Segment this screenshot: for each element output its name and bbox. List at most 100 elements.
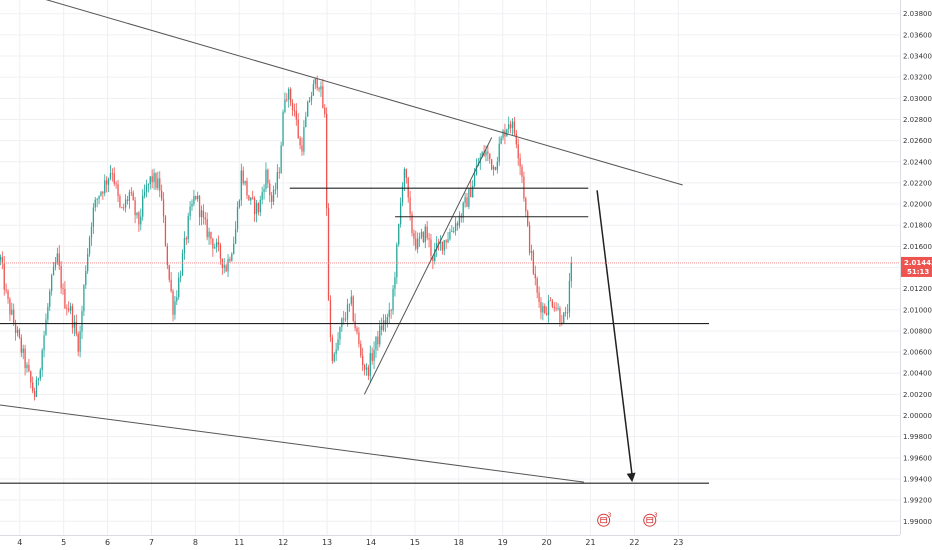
candle-body	[119, 196, 121, 208]
y-tick-label: 2.02200	[903, 179, 932, 187]
calendar-event-badge	[597, 513, 611, 527]
candle-body	[155, 173, 157, 189]
y-tick-label: 2.02800	[903, 116, 932, 124]
candle-body	[407, 177, 409, 198]
ascending-trendline[interactable]	[363, 137, 493, 395]
projection-arrow-head[interactable]	[626, 472, 636, 483]
candle-body	[468, 188, 470, 207]
candle-body	[299, 138, 301, 146]
candle-body	[255, 203, 258, 215]
candle-body	[489, 153, 491, 160]
y-tick-label: 2.03800	[903, 10, 932, 18]
candle-body	[549, 300, 552, 302]
candle-body	[418, 237, 421, 239]
candle-body	[360, 343, 362, 356]
candle-body	[85, 270, 87, 286]
candle-body	[443, 240, 445, 251]
candle-body	[233, 243, 235, 254]
candle-body	[179, 275, 182, 278]
candle-body	[90, 226, 93, 238]
x-axis[interactable]: 4 5 6 7 8 11 12 13 14 15 18 19 20 21 22 23	[0, 535, 900, 550]
y-tick-label: 2.03600	[903, 31, 932, 39]
candle-body	[11, 309, 13, 315]
candle-body	[252, 197, 254, 199]
candle-body	[45, 319, 47, 336]
candle-body	[142, 195, 144, 217]
candle-body	[439, 241, 442, 244]
candle-body	[508, 124, 510, 130]
candle-body	[58, 253, 60, 266]
calendar-event-badge	[643, 513, 657, 527]
drawings[interactable]	[0, 0, 900, 484]
candle-body	[88, 237, 91, 254]
y-tick-label: 1.99800	[903, 433, 932, 441]
candle-body	[456, 223, 459, 226]
candle-body	[401, 186, 404, 203]
candle-body	[377, 336, 379, 345]
candle-body	[341, 318, 343, 328]
candle-body	[208, 231, 210, 238]
candle-body	[305, 116, 307, 128]
candle-body	[250, 197, 252, 201]
candle-body	[66, 308, 68, 310]
candle-body	[187, 216, 189, 240]
candle-body	[348, 303, 351, 305]
current-price-value: 2.01443	[904, 259, 932, 267]
candle-body	[365, 367, 368, 370]
candle-body	[354, 320, 356, 329]
y-tick-label: 1.99000	[903, 518, 932, 526]
candle-body	[498, 143, 500, 162]
candle-body	[464, 197, 466, 203]
candle-body	[384, 320, 387, 325]
candle-body	[540, 302, 542, 313]
candle-body	[564, 312, 567, 314]
upper-channel-trendline[interactable]	[22, 0, 683, 186]
candle-body	[0, 257, 2, 260]
y-tick-label: 2.02400	[903, 158, 932, 166]
candle-body	[426, 226, 428, 239]
candle-body	[246, 180, 248, 196]
candle-body	[466, 197, 468, 207]
candle-body	[386, 317, 388, 325]
candle-body	[176, 297, 178, 302]
candle-body	[485, 151, 487, 156]
y-axis[interactable]: 2.03800 2.03600 2.03400 2.03200 2.03000 2.028…	[900, 0, 932, 550]
lower-channel-trendline[interactable]	[0, 404, 584, 483]
candle-body	[346, 304, 349, 320]
candle-body	[159, 178, 161, 191]
candle-body	[193, 196, 195, 204]
candle-body	[269, 183, 271, 196]
candle-body	[500, 137, 502, 144]
candle-body	[109, 173, 112, 179]
candle-body	[138, 212, 140, 225]
candle-body	[33, 391, 36, 397]
candle-body	[24, 348, 26, 369]
candle-body	[261, 192, 263, 200]
candle-body	[105, 180, 108, 185]
candle-body	[278, 172, 280, 174]
projection-arrow-shaft[interactable]	[596, 190, 633, 477]
candle-body	[329, 299, 332, 338]
candle-body	[445, 240, 447, 243]
calendar-event-icon[interactable]: 3	[643, 512, 658, 527]
x-tick-label: 18	[454, 538, 464, 547]
x-tick-label: 12	[278, 538, 288, 547]
candle-body	[492, 166, 495, 170]
calendar-event-icon[interactable]: 3	[597, 512, 612, 527]
candle-body	[475, 165, 478, 175]
candle-body	[519, 158, 521, 167]
candle-body	[297, 119, 299, 139]
candle-body	[344, 319, 347, 321]
candle-body	[509, 124, 512, 128]
candle-body	[248, 195, 250, 201]
candle-body	[253, 198, 256, 215]
candle-body	[534, 273, 536, 279]
candle-body	[546, 312, 548, 315]
candle-body	[473, 174, 476, 186]
candle-body	[530, 251, 533, 253]
candle-body	[528, 225, 531, 253]
candle-body	[350, 296, 352, 304]
candle-body	[322, 86, 324, 108]
